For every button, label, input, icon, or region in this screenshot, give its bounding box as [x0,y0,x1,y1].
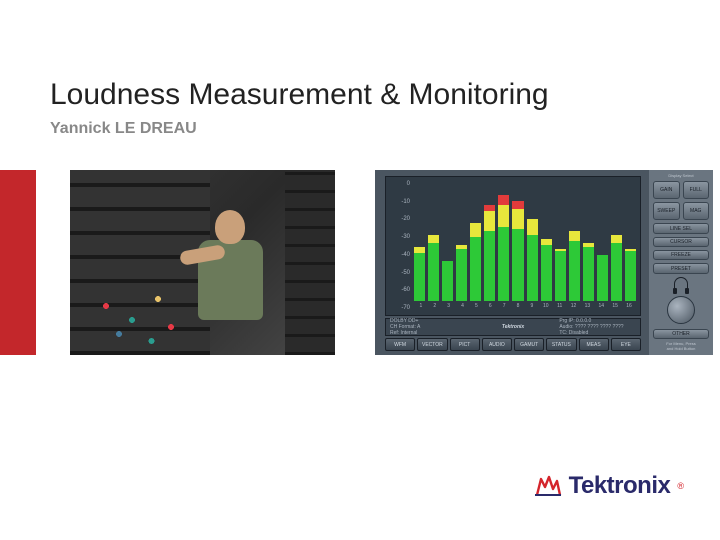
control-side-panel: Display Select GAIN FULL SWEEP MAG LINE … [649,170,713,355]
gain-button[interactable]: GAIN [653,181,680,199]
line-sel-button[interactable]: LINE SEL [653,223,709,233]
x-tick: 14 [594,303,608,313]
audio-monitor-panel: 0-10-20-30-40-50-60-70 12345678910111213… [375,170,713,355]
volume-knob[interactable] [667,296,695,324]
channel-bar [512,201,523,301]
y-tick: -10 [388,199,410,205]
brand-logo: Tektronix ® [533,472,684,500]
channel-bar [442,261,453,301]
presentation-slide: Loudness Measurement & Monitoring Yannic… [0,0,720,540]
y-tick: 0 [388,181,410,187]
channel-bar [470,223,481,301]
logo-mark-icon [533,473,563,499]
cursor-button[interactable]: CURSOR [653,237,709,247]
registered-mark: ® [677,481,684,491]
channel-bars [414,181,636,301]
y-tick: -70 [388,305,410,311]
x-tick: 15 [608,303,622,313]
x-tick: 13 [581,303,595,313]
menu-pict[interactable]: PICT [450,338,480,351]
status-right-3: TC: Disabled [559,330,636,336]
photo-server-rack [70,170,335,355]
menu-gamut[interactable]: GAMUT [514,338,544,351]
channel-bar [569,231,580,301]
channel-bar [611,235,622,301]
channel-bar [527,219,538,301]
menu-wfm[interactable]: WFM [385,338,415,351]
slide-title: Loudness Measurement & Monitoring [50,78,549,112]
menu-status[interactable]: STATUS [546,338,576,351]
preset-button[interactable]: PRESET [653,263,709,273]
x-tick: 9 [525,303,539,313]
x-tick: 3 [442,303,456,313]
freeze-button[interactable]: FREEZE [653,250,709,260]
x-tick: 10 [539,303,553,313]
full-button[interactable]: FULL [683,181,710,199]
status-left-3: Ref: Internal [390,330,467,336]
slide-author: Yannick LE DREAU [50,120,197,138]
x-tick: 16 [622,303,636,313]
x-tick: 6 [483,303,497,313]
x-tick: 12 [567,303,581,313]
side-header: Display Select [653,174,709,178]
sweep-button[interactable]: SWEEP [653,202,680,220]
menu-eye[interactable]: EYE [611,338,641,351]
loudness-bar-chart: 0-10-20-30-40-50-60-70 12345678910111213… [385,176,641,316]
x-tick: 1 [414,303,428,313]
channel-bar [428,235,439,301]
channel-bar [597,255,608,301]
channel-bar [414,247,425,301]
status-bar: DOLBY DD+ CH Format: A Ref: Internal Tek… [385,318,641,336]
x-tick: 2 [428,303,442,313]
x-axis: 12345678910111213141516 [414,303,636,313]
side-footer: For Menu, Press and Hold Button [653,342,709,351]
y-axis: 0 -10 -20 -30 -40 -50 -60 -70 [388,177,410,315]
x-tick: 4 [456,303,470,313]
y-tick: -50 [388,270,410,276]
y-tick: -30 [388,234,410,240]
status-brand: Tektronix [475,324,552,330]
accent-bar [0,170,36,355]
equipment-rack-right [285,170,335,355]
y-tick: -60 [388,287,410,293]
other-button[interactable]: OTHER [653,329,709,339]
x-tick: 5 [470,303,484,313]
bottom-menu: WFMVECTORPICTAUDIOGAMUTSTATUSMEASEYE [385,338,641,351]
mag-button[interactable]: MAG [683,202,710,220]
menu-audio[interactable]: AUDIO [482,338,512,351]
headphone-icon [653,277,709,291]
x-tick: 8 [511,303,525,313]
y-tick: -20 [388,216,410,222]
channel-bar [555,249,566,301]
channel-bar [625,249,636,301]
menu-meas[interactable]: MEAS [579,338,609,351]
channel-bar [583,243,594,301]
channel-bar [456,245,467,301]
menu-vector[interactable]: VECTOR [417,338,447,351]
logo-text: Tektronix [569,472,671,500]
channel-bar [498,195,509,301]
x-tick: 7 [497,303,511,313]
channel-bar [484,205,495,301]
y-tick: -40 [388,252,410,258]
channel-bar [541,239,552,301]
x-tick: 11 [553,303,567,313]
technician-figure [180,210,275,355]
